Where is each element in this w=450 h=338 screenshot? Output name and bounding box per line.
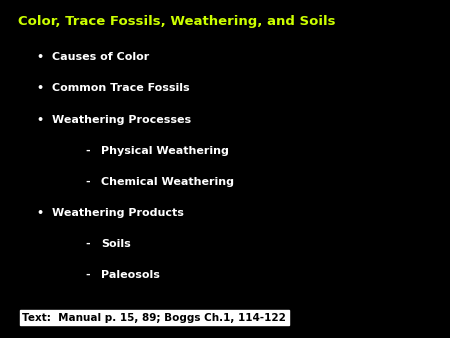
Text: -: - [86,239,90,249]
Text: -: - [86,270,90,280]
Text: Color, Trace Fossils, Weathering, and Soils: Color, Trace Fossils, Weathering, and So… [18,15,336,28]
Text: Weathering Products: Weathering Products [52,208,184,218]
Text: •: • [36,52,43,63]
Text: -: - [86,146,90,156]
Text: Weathering Processes: Weathering Processes [52,115,191,125]
Text: Causes of Color: Causes of Color [52,52,149,63]
Text: •: • [36,83,43,94]
Text: Common Trace Fossils: Common Trace Fossils [52,83,189,94]
Text: -: - [86,177,90,187]
Text: Chemical Weathering: Chemical Weathering [101,177,234,187]
Text: Physical Weathering: Physical Weathering [101,146,229,156]
Text: •: • [36,115,43,125]
Text: Paleosols: Paleosols [101,270,160,280]
Text: •: • [36,208,43,218]
Text: Text:  Manual p. 15, 89; Boggs Ch.1, 114-122: Text: Manual p. 15, 89; Boggs Ch.1, 114-… [22,313,286,323]
Text: Soils: Soils [101,239,131,249]
